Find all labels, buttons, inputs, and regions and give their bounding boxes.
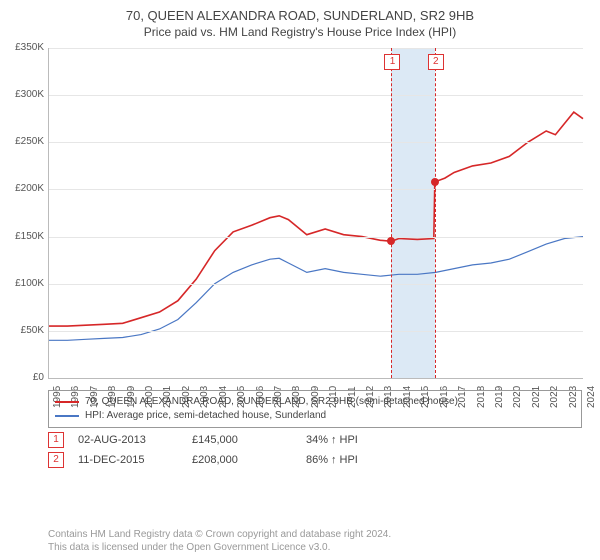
y-axis-label: £150K [0, 231, 44, 242]
footer-line-1: Contains HM Land Registry data © Crown c… [48, 528, 582, 541]
event-row: 2 11-DEC-2015 £208,000 86%↑HPI [48, 452, 582, 468]
y-axis-label: £0 [0, 372, 44, 383]
event-date: 02-AUG-2013 [78, 434, 178, 446]
gridline [49, 48, 583, 49]
event-badge: 2 [428, 54, 444, 70]
event-table: 1 02-AUG-2013 £145,000 34%↑HPI 2 11-DEC-2015 £… [48, 432, 582, 472]
gridline [49, 95, 583, 96]
y-axis-label: £300K [0, 89, 44, 100]
page-title: 70, QUEEN ALEXANDRA ROAD, SUNDERLAND, SR… [14, 8, 586, 23]
event-number-badge: 1 [48, 432, 64, 448]
event-hpi: 34%↑HPI [306, 434, 358, 446]
legend-label: 70, QUEEN ALEXANDRA ROAD, SUNDERLAND, SR… [85, 395, 458, 409]
gridline [49, 237, 583, 238]
arrow-up-icon: ↑ [331, 434, 337, 446]
footer-line-2: This data is licensed under the Open Gov… [48, 541, 582, 554]
legend-swatch [55, 401, 79, 403]
legend-swatch [55, 415, 79, 417]
footer-attribution: Contains HM Land Registry data © Crown c… [48, 528, 582, 554]
y-axis-label: £100K [0, 278, 44, 289]
y-axis-label: £200K [0, 183, 44, 194]
event-badge: 1 [384, 54, 400, 70]
event-price: £145,000 [192, 434, 292, 446]
gridline [49, 331, 583, 332]
series-marker [431, 178, 439, 186]
legend-item: HPI: Average price, semi-detached house,… [55, 409, 575, 423]
legend-label: HPI: Average price, semi-detached house,… [85, 409, 326, 423]
legend-item: 70, QUEEN ALEXANDRA ROAD, SUNDERLAND, SR… [55, 395, 575, 409]
event-line [435, 48, 436, 378]
gridline [49, 189, 583, 190]
y-axis-label: £50K [0, 325, 44, 336]
series-marker [387, 237, 395, 245]
series-hpi [49, 237, 583, 341]
chart-plot-area: 12 [48, 48, 583, 379]
x-axis-label: 2024 [586, 386, 597, 408]
event-number-badge: 2 [48, 452, 64, 468]
event-line [391, 48, 392, 378]
event-price: £208,000 [192, 454, 292, 466]
gridline [49, 284, 583, 285]
event-row: 1 02-AUG-2013 £145,000 34%↑HPI [48, 432, 582, 448]
chart-legend: 70, QUEEN ALEXANDRA ROAD, SUNDERLAND, SR… [48, 390, 582, 428]
arrow-up-icon: ↑ [331, 454, 337, 466]
event-date: 11-DEC-2015 [78, 454, 178, 466]
page-subtitle: Price paid vs. HM Land Registry's House … [14, 25, 586, 39]
event-hpi: 86%↑HPI [306, 454, 358, 466]
gridline [49, 142, 583, 143]
y-axis-label: £250K [0, 136, 44, 147]
y-axis-label: £350K [0, 42, 44, 53]
series-property_price [49, 112, 583, 326]
